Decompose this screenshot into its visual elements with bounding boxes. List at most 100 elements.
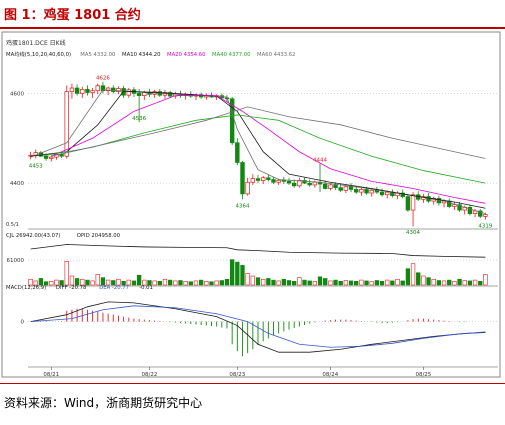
volume-bar: [162, 278, 168, 286]
source-note: 资料来源：Wind，浙商期货研究中心: [4, 396, 203, 410]
volume-bar: [240, 265, 245, 286]
candle-body: [255, 178, 261, 181]
y-tick-label: 4600: [10, 91, 24, 97]
ma-line: [51, 106, 486, 159]
macd-header-item: -0.01: [139, 285, 153, 291]
volume-tick-label: 61000: [7, 258, 25, 264]
candle-body: [136, 93, 142, 96]
volume-header-item: CJL 26942.00(43.07): [6, 233, 60, 239]
candle-body: [483, 214, 488, 217]
candle-body: [121, 88, 126, 96]
volume-bar: [38, 278, 44, 286]
volume-bar: [152, 280, 157, 286]
candle-body: [472, 210, 478, 214]
legend-entry: MA5 4332.00: [80, 52, 116, 58]
volume-bar: [147, 280, 152, 286]
macd-header-item: DIFF -20.78: [56, 285, 87, 291]
volume-bar: [379, 281, 385, 286]
x-tick-label: 08/21: [43, 372, 59, 378]
volume-bar: [255, 277, 261, 286]
candle-body: [369, 189, 374, 194]
legend-entry: MA均线(5,10,20,40,60,0): [6, 50, 71, 58]
macd-dea-line: [30, 305, 486, 348]
volume-bar: [426, 277, 431, 286]
candle-body: [90, 90, 95, 93]
volume-bar: [462, 280, 467, 286]
candle-body: [250, 178, 256, 183]
volume-bar: [441, 280, 447, 286]
volume-bar: [457, 278, 462, 286]
volume-bar: [64, 260, 69, 286]
volume-bar: [312, 281, 318, 286]
price-annotation: 4444: [313, 157, 327, 163]
candle-body: [452, 204, 457, 207]
candle-body: [240, 162, 245, 195]
candle-body: [405, 196, 411, 211]
volume-bar: [100, 277, 106, 286]
volume-bar: [131, 280, 137, 286]
volume-bar: [343, 280, 349, 286]
axis-note: 0.5/1: [6, 222, 19, 228]
volume-bar: [410, 263, 416, 286]
candle-body: [291, 182, 297, 187]
volume-bar: [33, 280, 38, 286]
volume-bar: [348, 280, 354, 286]
candle-body: [467, 207, 473, 214]
candle-body: [229, 98, 235, 144]
candle-body: [385, 191, 390, 196]
candle-body: [260, 177, 266, 181]
title-rule: [0, 27, 505, 29]
volume-bar: [307, 280, 312, 286]
candle-body: [245, 181, 250, 195]
volume-bar: [74, 278, 80, 286]
candle-body: [95, 85, 100, 92]
candle-body: [328, 184, 333, 189]
price-annotation: 4453: [29, 163, 43, 169]
volume-bar: [111, 280, 116, 286]
volume-bar: [209, 281, 214, 286]
candle-body: [359, 189, 364, 193]
candle-body: [348, 186, 354, 190]
candle-body: [80, 89, 85, 94]
candle-body: [69, 87, 75, 92]
volume-bar: [333, 279, 338, 286]
volume-bar: [359, 279, 364, 286]
candle-body: [266, 177, 271, 180]
legend-entry: MA10 4344.20: [122, 52, 161, 58]
volume-bar: [116, 278, 121, 286]
volume-bar: [121, 281, 126, 286]
candle-body: [105, 87, 111, 92]
x-tick-label: 08/25: [415, 372, 431, 378]
volume-bar: [302, 279, 307, 286]
candle-body: [111, 87, 116, 92]
volume-bar: [478, 281, 483, 286]
volume-bar: [286, 280, 292, 286]
candle-body: [302, 180, 307, 184]
figure-title: 图 1：鸡蛋 1801 合约: [4, 8, 141, 23]
volume-bar: [431, 278, 436, 286]
candle-body: [333, 184, 338, 188]
legend-entry: MA60 4433.62: [257, 52, 296, 58]
candle-body: [338, 187, 343, 191]
volume-bar: [266, 278, 271, 286]
volume-bar: [395, 278, 400, 286]
volume-bar: [188, 281, 193, 286]
volume-bar: [28, 278, 33, 286]
volume-bar: [281, 278, 287, 286]
price-annotation: 4364: [235, 203, 249, 209]
volume-bar: [173, 280, 178, 286]
chart-svg: 鸡蛋1801.DCE 日K线 MA均线(5,10,20,40,60,0) MA5 …: [1, 31, 501, 378]
volume-bar: [261, 278, 266, 286]
candle-body: [100, 85, 106, 92]
candle-body: [85, 89, 90, 93]
volume-bar: [483, 274, 488, 286]
volume-bar: [245, 273, 250, 286]
volume-bar: [198, 279, 204, 286]
volume-bar: [126, 279, 131, 286]
volume-bar: [95, 274, 100, 286]
volume-bar: [328, 280, 333, 286]
volume-bar: [405, 268, 411, 286]
price-annotation: 4536: [132, 116, 146, 122]
volume-bar: [416, 272, 421, 286]
candle-body: [64, 91, 69, 157]
